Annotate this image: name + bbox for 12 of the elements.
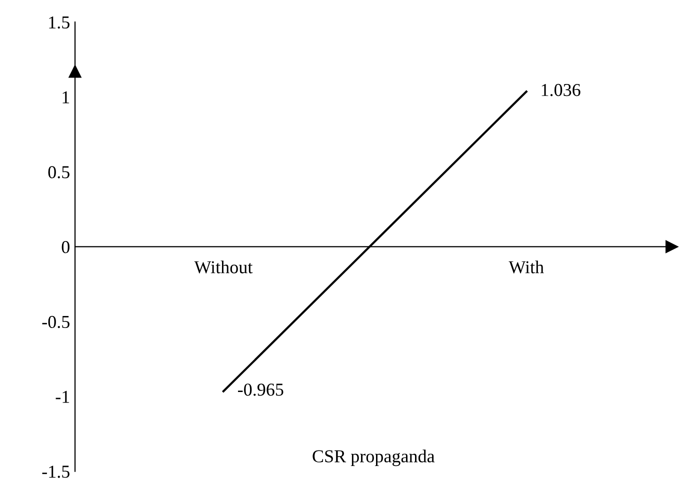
x-axis-title: CSR propaganda — [312, 450, 435, 466]
y-tick-label: -0.5 — [42, 316, 70, 328]
y-tick-label: 0.5 — [48, 166, 70, 178]
y-tick-label: 1 — [62, 91, 70, 104]
data-label: -0.965 — [238, 384, 284, 396]
y-tick-label: 0 — [62, 240, 70, 254]
y-tick-label: 1.5 — [49, 16, 70, 29]
y-tick-label: -1.5 — [42, 466, 70, 478]
y-tick-label: -1 — [56, 390, 70, 403]
x-tick-label: Without — [194, 260, 253, 274]
x-tick-label: With — [508, 260, 544, 274]
data-label: 1.036 — [542, 84, 580, 96]
